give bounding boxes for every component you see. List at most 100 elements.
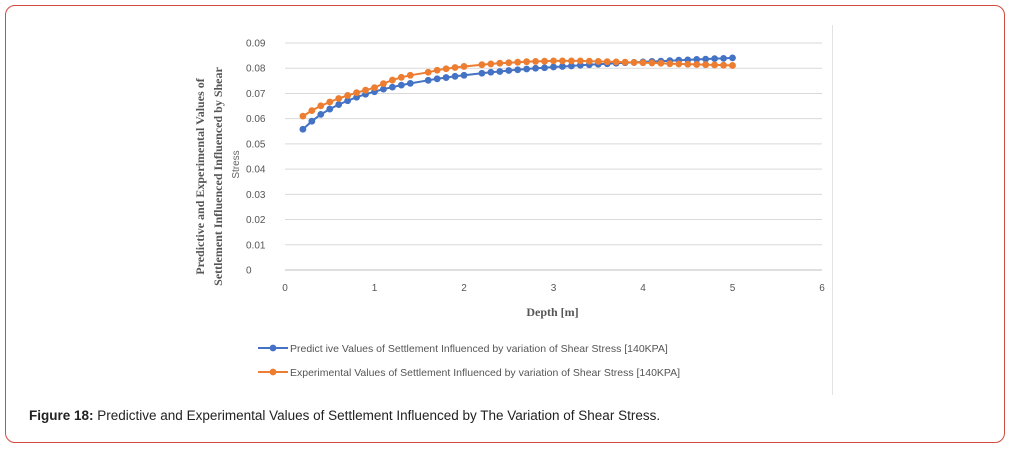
x-tick-label: 3 xyxy=(551,283,557,294)
legend-marker-2 xyxy=(269,368,277,376)
series-2-point xyxy=(630,59,638,66)
series-2-point xyxy=(684,60,692,68)
series-1-point xyxy=(541,64,548,72)
series-2-point xyxy=(487,60,495,68)
legend-label-2: Experimental Values of Settlement Influe… xyxy=(290,367,680,379)
series-2-point xyxy=(433,66,441,74)
series-2-point xyxy=(317,102,325,110)
series-2-point xyxy=(675,60,683,68)
series-2-point xyxy=(442,65,450,73)
series-1-point xyxy=(568,62,575,70)
series-2-point xyxy=(612,58,620,66)
series-2-point xyxy=(585,57,593,65)
series-1-point xyxy=(711,55,718,63)
series-2-point xyxy=(335,95,343,102)
series-2-point xyxy=(362,86,369,94)
x-tick-label: 1 xyxy=(372,283,378,294)
series-2-point xyxy=(541,57,548,65)
series-1-point xyxy=(433,75,441,83)
series-1-point xyxy=(380,85,387,93)
series-2-point xyxy=(496,59,504,67)
series-2-point xyxy=(639,59,647,67)
series-1-point xyxy=(487,68,495,76)
series-2-point xyxy=(371,84,378,92)
series-2-point xyxy=(657,59,665,67)
y-axis-title-line1: Predictive and Experimental Values of xyxy=(193,77,207,274)
series-2-point xyxy=(353,89,360,97)
y-tick-label: 0.09 xyxy=(246,39,266,50)
series-1-point xyxy=(729,54,736,62)
series-1-point xyxy=(478,69,486,77)
series-1-point xyxy=(308,117,316,125)
series-2-point xyxy=(478,61,486,69)
series-1-point xyxy=(451,72,459,80)
y-tick-label: 0.01 xyxy=(246,240,266,251)
x-tick-label: 0 xyxy=(282,283,288,294)
y-tick-label: 0.03 xyxy=(246,190,266,201)
series-1-point xyxy=(335,101,343,108)
legend-label-1: Predict ive Values of Settlement Influen… xyxy=(290,343,668,355)
series-1-point xyxy=(317,110,325,118)
x-axis-title: Depth [m] xyxy=(526,305,578,319)
y-tick-label: 0.04 xyxy=(246,165,266,176)
series-1-point xyxy=(720,54,727,62)
series-1-point xyxy=(442,74,450,81)
x-tick-label: 6 xyxy=(819,283,825,294)
y-tick-label: 0.07 xyxy=(246,89,266,100)
series-2-point xyxy=(559,57,566,65)
caption-label: Figure 18: xyxy=(29,408,94,423)
series-2-point xyxy=(299,112,307,120)
series-1-point xyxy=(532,64,539,72)
x-tick-label: 2 xyxy=(461,283,467,294)
series-2-point xyxy=(424,68,432,76)
series-1-point xyxy=(460,71,468,79)
series-2-point xyxy=(514,58,522,66)
figure-caption: Figure 18: Predictive and Experimental V… xyxy=(29,408,660,423)
series-1-point xyxy=(406,79,414,87)
series-2-point xyxy=(603,58,611,66)
y-tick-label: 0 xyxy=(246,266,252,277)
caption-text: Predictive and Experimental Values of Se… xyxy=(93,408,661,423)
chart-area: 0 0.01 0.02 0.03 0.04 0.05 0.06 0.07 0.08 0.09 0 1 2… xyxy=(172,25,833,395)
series-2-point xyxy=(648,59,656,67)
series-2-point xyxy=(397,73,405,81)
series-1-point xyxy=(523,65,531,73)
settlement-line-chart: 0 0.01 0.02 0.03 0.04 0.05 0.06 0.07 0.08 0.09 0 1 2… xyxy=(193,39,825,380)
series-1-point xyxy=(559,63,566,70)
series-1-point xyxy=(496,68,504,75)
series-2-point xyxy=(532,58,539,65)
x-tick-label: 4 xyxy=(640,283,646,294)
series-2-point xyxy=(729,62,736,69)
series-2-point xyxy=(380,80,387,88)
series-2-point xyxy=(505,59,513,67)
series-1-point xyxy=(514,66,522,74)
series-2-point xyxy=(308,107,316,114)
series-2-point xyxy=(460,63,468,70)
series-2-point xyxy=(576,57,584,65)
series-1-point xyxy=(326,105,334,113)
series-2-point xyxy=(389,76,396,84)
series-1-point xyxy=(702,55,710,63)
series-2-point xyxy=(621,58,629,66)
series-2-point xyxy=(344,92,352,99)
series-2-point xyxy=(711,61,718,69)
series-2-point xyxy=(594,58,602,65)
figure-frame xyxy=(5,5,1005,443)
series-2-point xyxy=(550,57,557,65)
y-tick-label: 0.08 xyxy=(246,64,266,75)
y-tick-label: 0.05 xyxy=(246,139,266,150)
series-1-point xyxy=(550,63,557,71)
y-axis-title-line3: Stress xyxy=(231,150,242,178)
series-1-point xyxy=(505,67,513,74)
series-1-point xyxy=(397,81,405,89)
series-1-point xyxy=(389,83,396,91)
y-axis-title-line2: Settlement Influenced Influenced by Shea… xyxy=(211,66,225,285)
series-1-point xyxy=(344,97,352,105)
series-2-point xyxy=(523,58,531,66)
legend-marker-1 xyxy=(269,344,277,352)
series-1-point xyxy=(424,76,432,84)
y-tick-label: 0.06 xyxy=(246,114,266,125)
series-1-point xyxy=(299,125,307,133)
x-tick-label: 5 xyxy=(730,283,736,294)
series-2-point xyxy=(720,61,727,69)
